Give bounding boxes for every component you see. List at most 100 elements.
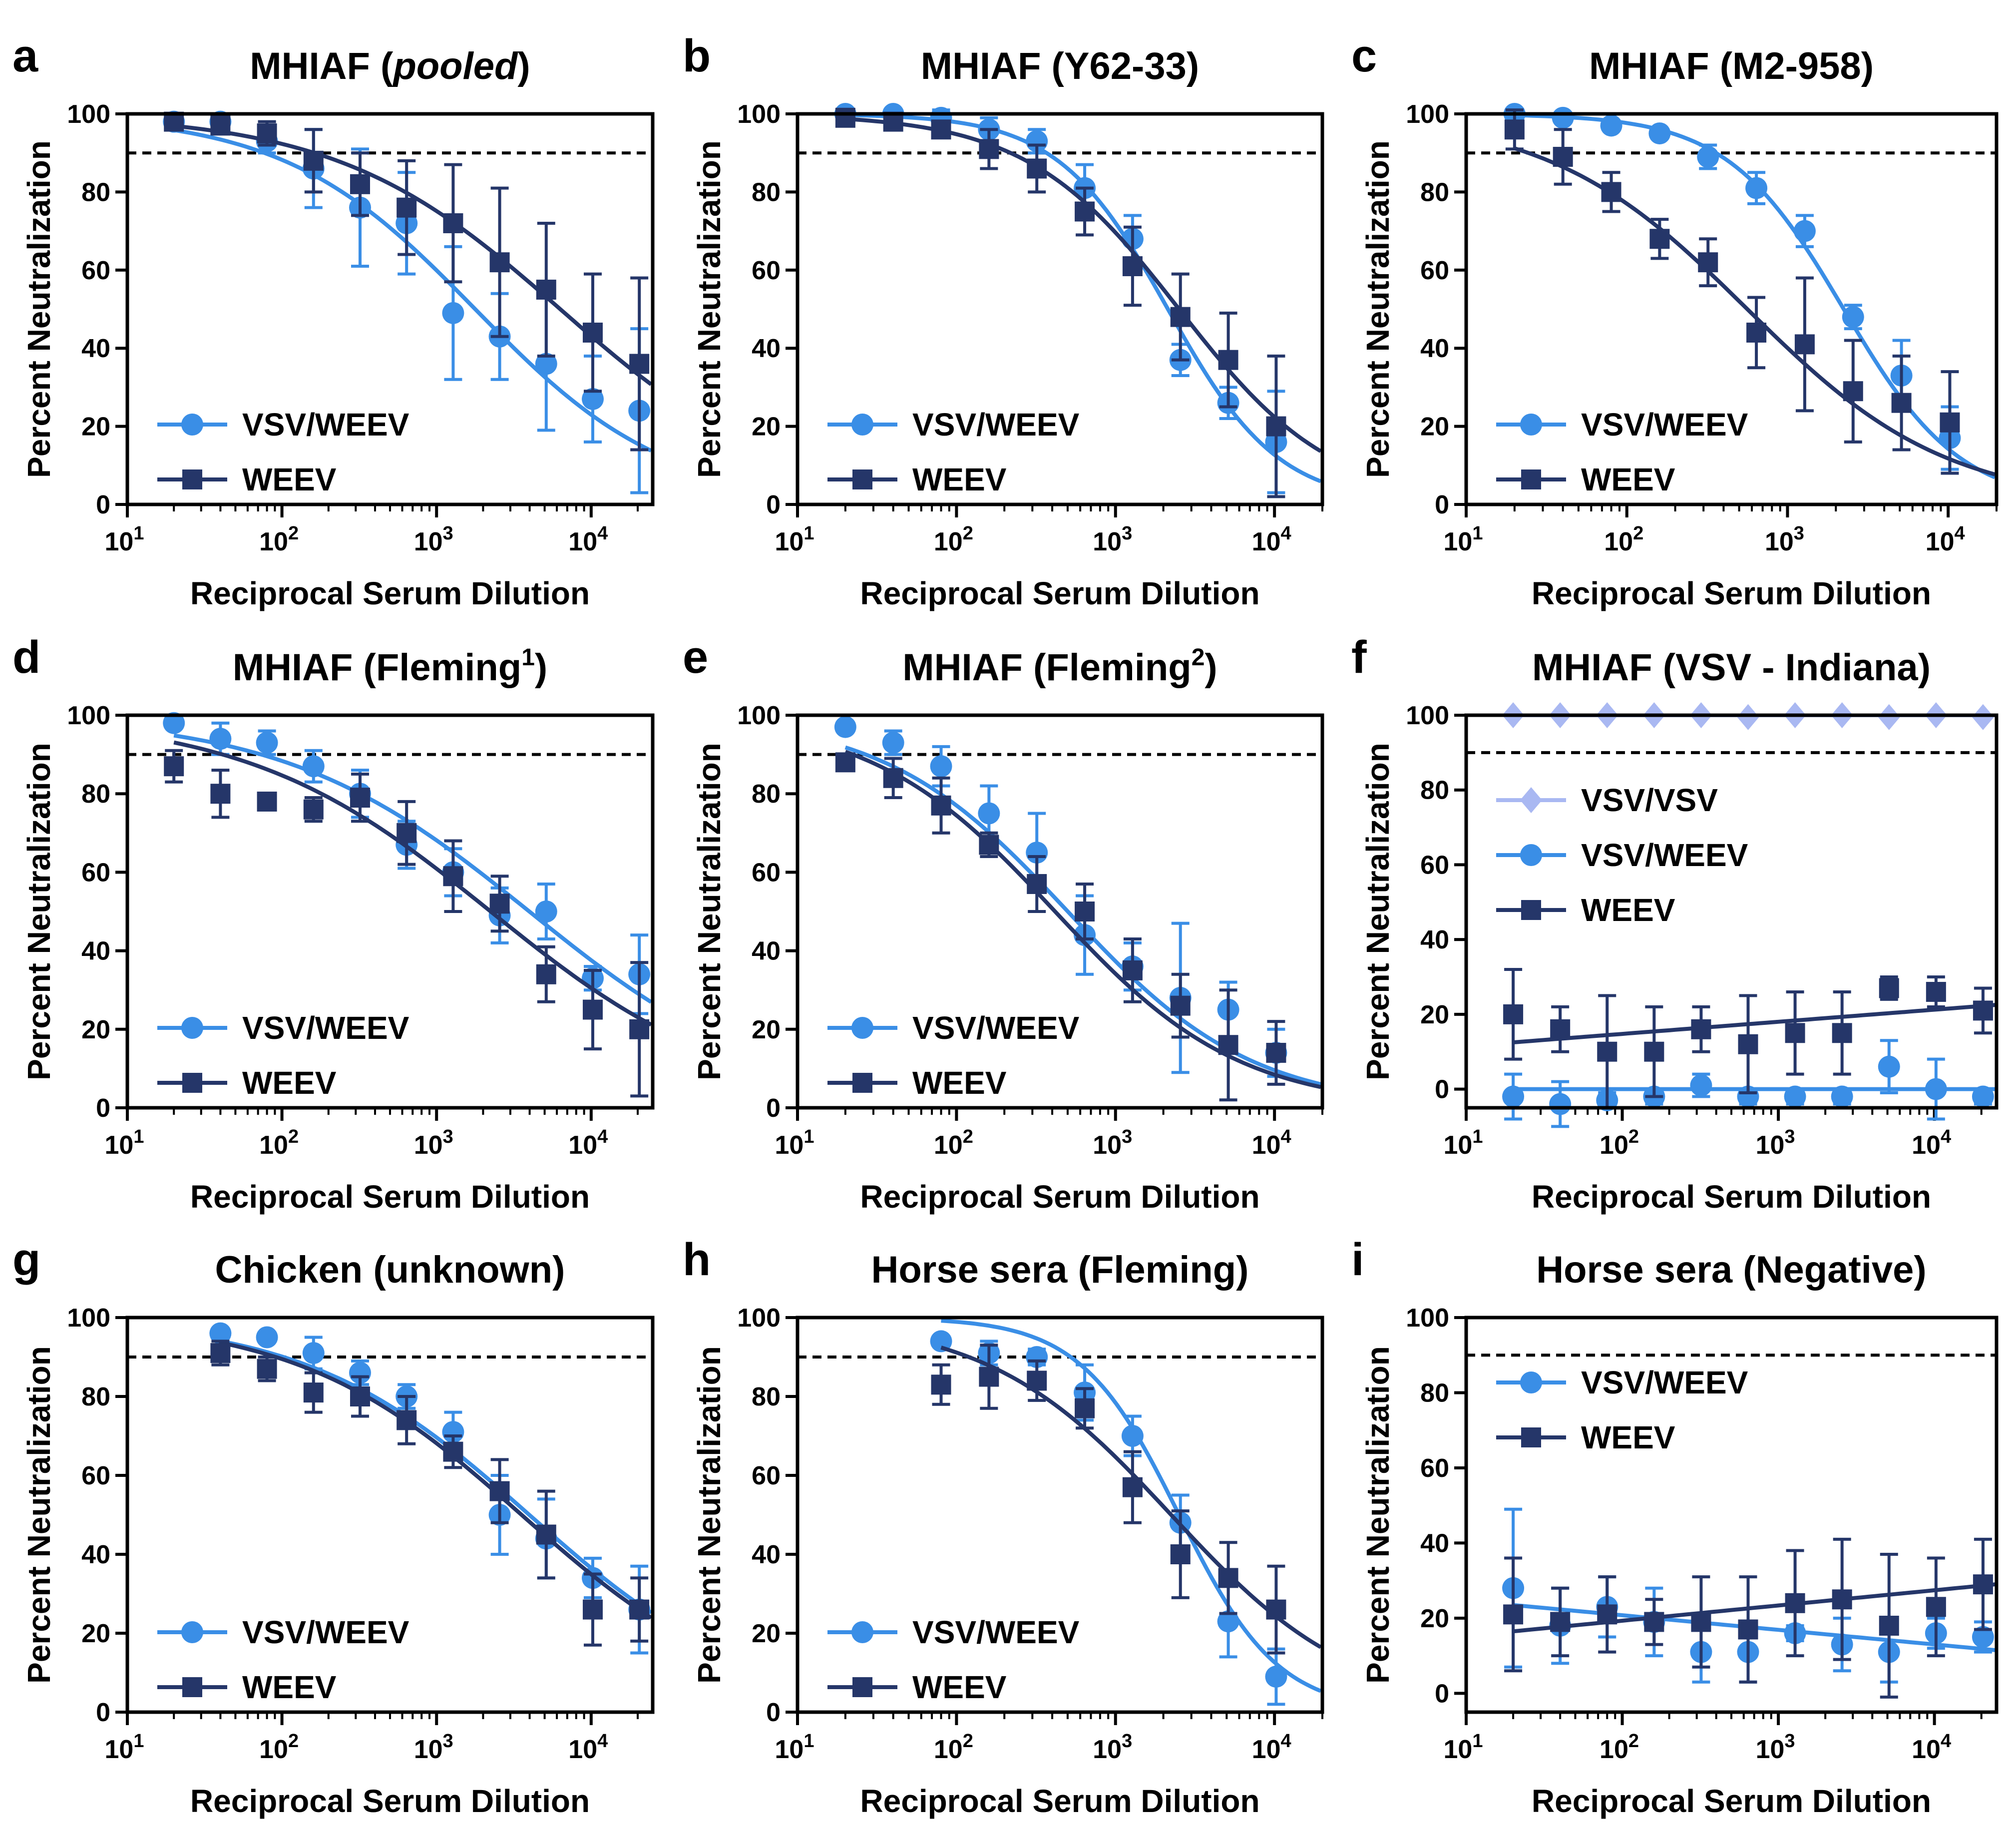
data-point-square: [489, 252, 510, 273]
legend-label: VSV/WEEV: [912, 1614, 1080, 1650]
y-tick-label: 100: [1406, 1304, 1449, 1333]
legend-marker-circle: [1520, 414, 1542, 436]
x-tick-label: 102: [934, 1126, 973, 1160]
plot-frame: [125, 112, 655, 506]
data-point-square: [210, 1343, 231, 1364]
x-tick-exponent: 2: [963, 1731, 973, 1752]
x-tick-label: 103: [1765, 523, 1804, 556]
series-weev: [835, 750, 1321, 1102]
x-tick-exponent: 2: [1633, 523, 1643, 544]
y-tick-label: 60: [81, 858, 110, 887]
data-point-square: [979, 1367, 999, 1387]
data-point-square: [1738, 1034, 1758, 1054]
panel-letter: a: [12, 30, 38, 81]
series-weev: [1503, 968, 1996, 1109]
y-tick-label: 0: [96, 1094, 110, 1123]
data-point-square: [1027, 874, 1047, 894]
legend-label: WEEV: [1581, 1419, 1675, 1455]
data-point-square: [350, 788, 370, 808]
x-tick-exponent: 2: [288, 523, 299, 544]
legend-marker-square: [182, 469, 202, 489]
data-point-square: [257, 123, 277, 144]
legend-label: VSV/WEEV: [242, 407, 409, 443]
series-vsv-weev: [1503, 103, 1996, 479]
panel-title: MHIAF (Fleming2): [902, 644, 1217, 689]
data-point-circle: [1648, 122, 1671, 145]
data-point-square: [489, 1481, 510, 1501]
data-point-circle: [581, 388, 604, 410]
fit-curve: [845, 117, 1322, 453]
legend-marker-circle: [1520, 1372, 1542, 1393]
y-tick-label: 0: [1435, 1679, 1449, 1708]
data-point-square: [1785, 1593, 1805, 1613]
panel-title: MHIAF (pooled): [250, 45, 530, 87]
x-tick-exponent: 3: [443, 1126, 453, 1147]
x-tick-base: 10: [1600, 1735, 1628, 1764]
x-tick-exponent: 1: [804, 1731, 814, 1752]
y-axis-label: Percent Neutralization: [1360, 743, 1396, 1080]
panel-title-text: MHIAF (Fleming: [902, 646, 1191, 689]
y-tick-label: 100: [67, 1304, 110, 1333]
panel-title-text: MHIAF (M2-958): [1589, 45, 1874, 87]
panel-letter: f: [1351, 632, 1367, 683]
series-weev: [931, 1344, 1322, 1655]
data-point-square: [1597, 1604, 1617, 1625]
data-point-circle: [1784, 1085, 1806, 1108]
legend-label: WEEV: [242, 1669, 337, 1705]
x-tick-exponent: 1: [133, 1731, 144, 1752]
x-tick-label: 103: [414, 523, 453, 556]
data-point-square: [931, 795, 951, 816]
x-tick-label: 104: [1252, 1731, 1291, 1764]
data-point-square: [1746, 322, 1767, 343]
data-point-square: [397, 823, 417, 843]
data-point-circle: [1831, 1085, 1853, 1108]
x-axis-label: Reciprocal Serum Dilution: [860, 575, 1259, 611]
plot-frame: [1464, 112, 1999, 506]
legend-marker-square: [852, 1677, 872, 1697]
legend-label: WEEV: [912, 1669, 1007, 1705]
y-tick-label: 80: [752, 1382, 781, 1411]
legend-marker-circle: [851, 414, 873, 436]
panel-title-text: MHIAF (Y62-33): [921, 45, 1199, 87]
legend-label: VSV/WEEV: [1581, 1365, 1748, 1400]
data-point-circle: [1697, 146, 1719, 168]
data-point-circle: [1026, 842, 1048, 864]
data-point-square: [443, 213, 463, 233]
plot-frame: [796, 713, 1324, 1110]
y-tick-label: 100: [737, 100, 781, 129]
x-tick-label: 104: [1926, 523, 1965, 556]
data-point-square: [629, 1599, 650, 1620]
panel-title-suffix: ): [1205, 646, 1217, 689]
x-axis-label: Reciprocal Serum Dilution: [190, 1783, 590, 1819]
legend: VSV/WEEV WEEV: [1496, 1365, 1748, 1455]
series-weev: [210, 1340, 653, 1647]
data-point-square: [1122, 960, 1143, 980]
data-point-circle: [882, 732, 904, 754]
data-point-square: [1266, 416, 1286, 437]
data-point-square: [1644, 1612, 1664, 1632]
plot-frame: [1464, 713, 1999, 1110]
data-point-square: [1170, 307, 1191, 327]
x-tick-base: 10: [1093, 1131, 1122, 1160]
x-tick-label: 103: [1093, 1731, 1132, 1764]
y-tick-label: 80: [1420, 178, 1449, 207]
data-point-diamond: [1737, 704, 1759, 730]
y-tick-label: 100: [737, 1304, 781, 1333]
data-point-circle: [442, 302, 464, 324]
data-point-circle: [535, 353, 557, 375]
legend-marker-circle: [1520, 844, 1542, 866]
x-tick-exponent: 3: [1122, 1731, 1132, 1752]
data-point-square: [931, 1374, 951, 1395]
data-point-square: [1266, 1599, 1286, 1620]
panel-letter: g: [12, 1234, 40, 1285]
y-axis-label: Percent Neutralization: [691, 1346, 727, 1684]
x-tick-exponent: 3: [1122, 1126, 1132, 1147]
data-point-circle: [1972, 1085, 1994, 1108]
x-tick-base: 10: [1765, 527, 1794, 556]
data-point-square: [1170, 995, 1191, 1016]
legend: VSV/WEEV WEEV: [157, 1010, 409, 1101]
data-point-square: [536, 964, 556, 984]
data-point-circle: [978, 802, 1000, 825]
data-point-square: [1738, 1619, 1758, 1640]
